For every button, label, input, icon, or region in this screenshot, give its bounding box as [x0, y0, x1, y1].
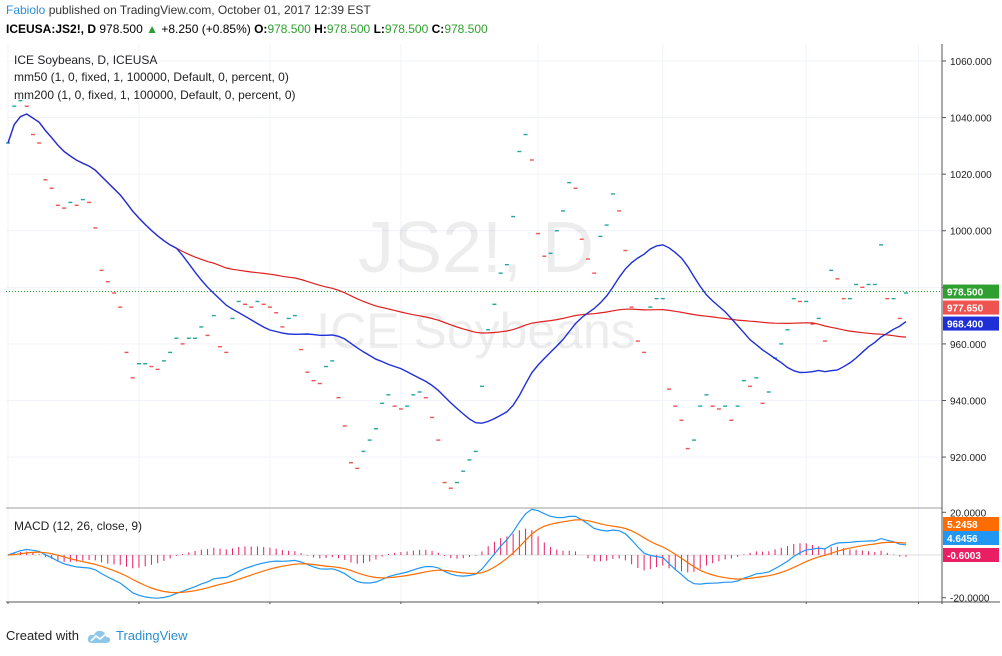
last-price: 978.500 [99, 22, 143, 36]
price-label-mm200: 977.650 [947, 304, 984, 315]
open-label: O: [254, 22, 268, 36]
value-labels: 978.500 977.650 968.400 5.2458 4.6456 -0.6003 [943, 284, 999, 562]
watermark-symbol: JS2!, D [358, 208, 594, 288]
footer: Created with TradingView [6, 628, 188, 644]
macd-line[interactable] [7, 508, 907, 599]
price-pane[interactable] [6, 99, 942, 489]
up-arrow-icon: ▲ [146, 22, 158, 36]
price-label-mm50: 968.400 [947, 320, 984, 331]
signal-line[interactable] [7, 519, 907, 594]
legend-title[interactable]: ICE Soybeans, D, ICEUSA [14, 53, 157, 67]
macd-label-macd: 4.6456 [947, 534, 978, 545]
legend-mm200[interactable]: mm200 (1, 0, fixed, 1, 100000, Default, … [14, 88, 296, 102]
tradingview-link[interactable]: TradingView [116, 628, 188, 643]
macd-pane[interactable] [6, 508, 942, 599]
high-value: 978.500 [326, 22, 371, 36]
price-tick-label: 1020.000 [950, 170, 992, 181]
published-line: Fabiolo published on TradingView.com, Oc… [6, 3, 371, 17]
published-text: published on TradingView.com, October 01… [48, 3, 371, 17]
price-tick-label: 940.000 [950, 396, 987, 407]
legend-mm50[interactable]: mm50 (1, 0, fixed, 1, 100000, Default, 0… [14, 70, 289, 84]
price-tick-label: 1000.000 [950, 227, 992, 238]
price-label-close-bg [943, 284, 999, 299]
price-change: +8.250 (+0.85%) [161, 22, 251, 36]
chart-area[interactable]: JS2!, D ICE Soybeans 920.000 940.000 960.0… [6, 44, 1000, 604]
symbol-name[interactable]: ICEUSA:JS2!, D [6, 22, 97, 36]
watermark: JS2!, D ICE Soybeans [316, 208, 636, 359]
chart-bg [6, 44, 1000, 604]
macd-label-macd-bg [943, 531, 999, 545]
price-tick-label: 1040.000 [950, 114, 992, 125]
high-label: H: [314, 22, 327, 36]
close-label: C: [431, 22, 445, 36]
top-bar: Fabiolo published on TradingView.com, Oc… [0, 0, 1002, 44]
price-tick-label: 960.000 [950, 340, 987, 351]
macd-axis[interactable]: -20.0000 20.0000 [942, 508, 990, 604]
watermark-name: ICE Soybeans [316, 303, 636, 359]
macd-tick-label: 20.0000 [950, 508, 987, 519]
tradingview-cloud-icon [87, 630, 110, 643]
close-value: 978.500 [444, 22, 488, 36]
price-tick-label: 1060.000 [950, 57, 992, 68]
legend-macd[interactable]: MACD (12, 26, close, 9) [14, 519, 142, 533]
open-value: 978.500 [267, 22, 311, 36]
macd-label-hist: -0.6003 [947, 551, 981, 562]
price-label-mm50-bg [943, 316, 999, 331]
created-with-text: Created with [6, 628, 79, 643]
macd-label-signal: 5.2458 [947, 520, 978, 531]
low-value: 978.500 [384, 22, 429, 36]
chart-svg[interactable]: JS2!, D ICE Soybeans 920.000 940.000 960.0… [6, 44, 1000, 604]
symbol-line: ICEUSA:JS2!, D 978.500 ▲ +8.250 (+0.85%)… [6, 22, 488, 36]
macd-label-signal-bg [943, 517, 999, 531]
time-axis[interactable]: MarAprMaggioGiuLugAgoSetOtt [6, 602, 926, 604]
price-tick-label: 920.000 [950, 453, 987, 464]
author-link[interactable]: Fabiolo [6, 3, 46, 17]
macd-label-hist-bg [943, 548, 999, 562]
price-label-mm200-bg [943, 300, 999, 315]
mm50-line[interactable] [7, 113, 907, 424]
low-label: L: [373, 22, 385, 36]
price-label-close: 978.500 [947, 288, 984, 299]
macd-tick-label: -20.0000 [950, 594, 990, 604]
